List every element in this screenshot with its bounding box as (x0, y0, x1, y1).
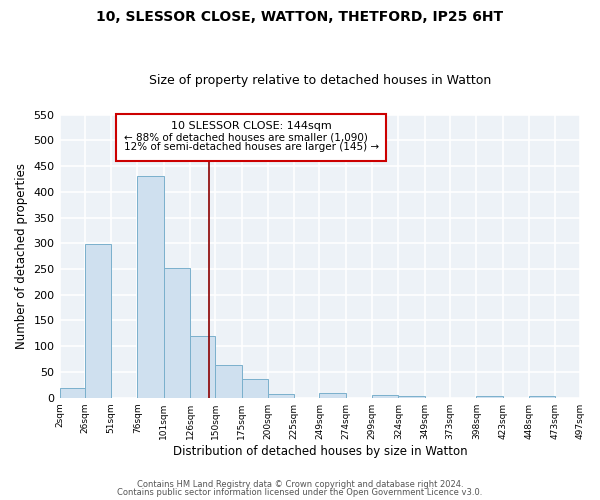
Bar (164, 268, 190, 398)
X-axis label: Distribution of detached houses by size in Watton: Distribution of detached houses by size … (173, 444, 467, 458)
Title: Size of property relative to detached houses in Watton: Size of property relative to detached ho… (149, 74, 491, 87)
Bar (85, 244, 111, 398)
Y-axis label: Number of detached properties: Number of detached properties (15, 163, 28, 349)
Bar (59, 388, 85, 398)
Text: Contains public sector information licensed under the Open Government Licence v3: Contains public sector information licen… (118, 488, 482, 497)
Bar (476, 396, 503, 398)
Text: 10, SLESSOR CLOSE, WATTON, THETFORD, IP25 6HT: 10, SLESSOR CLOSE, WATTON, THETFORD, IP2… (97, 10, 503, 24)
Bar (215, 366, 242, 398)
Bar (268, 394, 294, 398)
Text: 12% of semi-detached houses are larger (145) →: 12% of semi-detached houses are larger (… (124, 142, 379, 152)
Bar (190, 336, 215, 398)
Bar (372, 395, 398, 398)
Bar (398, 396, 425, 398)
Bar (529, 396, 555, 398)
FancyBboxPatch shape (116, 114, 386, 161)
Text: Contains HM Land Registry data © Crown copyright and database right 2024.: Contains HM Land Registry data © Crown c… (137, 480, 463, 489)
Bar (242, 379, 268, 398)
Bar (319, 392, 346, 398)
Bar (137, 176, 164, 398)
Text: ← 88% of detached houses are smaller (1,090): ← 88% of detached houses are smaller (1,… (124, 132, 368, 142)
Text: 10 SLESSOR CLOSE: 144sqm: 10 SLESSOR CLOSE: 144sqm (171, 121, 331, 131)
